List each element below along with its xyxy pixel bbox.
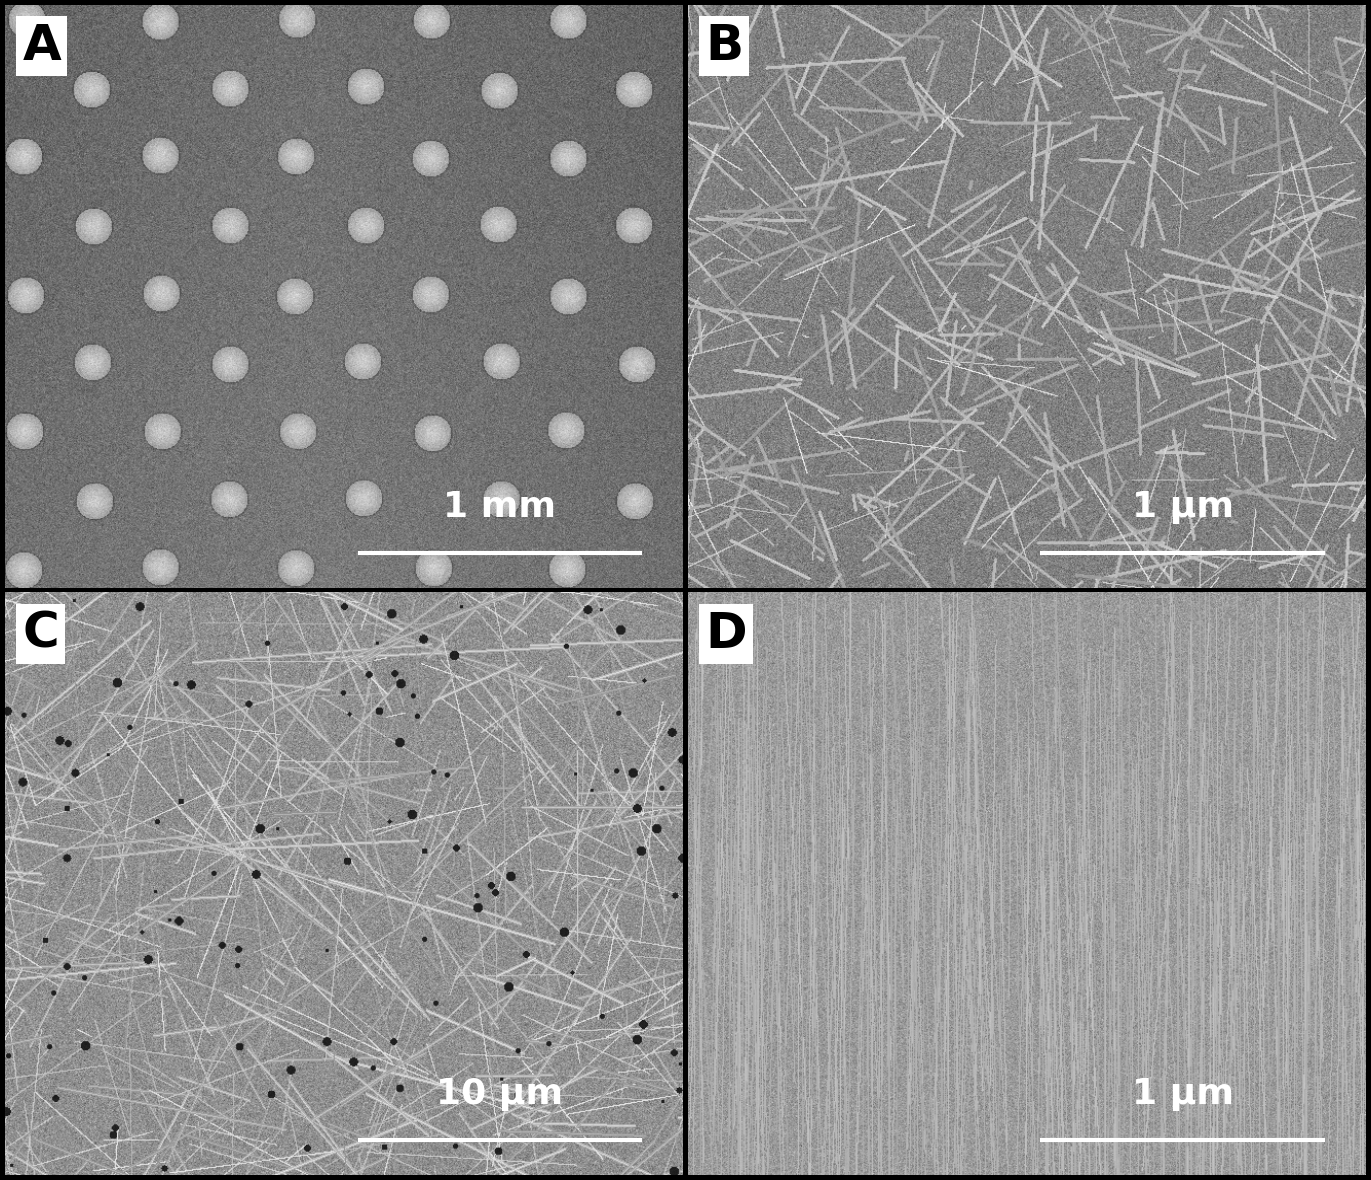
Text: B: B xyxy=(705,22,743,70)
Text: A: A xyxy=(22,22,62,70)
Text: 1 μm: 1 μm xyxy=(1131,490,1234,524)
Text: 10 μm: 10 μm xyxy=(436,1077,563,1112)
Text: 1 mm: 1 mm xyxy=(443,490,557,524)
Text: 1 μm: 1 μm xyxy=(1131,1077,1234,1112)
Text: C: C xyxy=(22,610,59,657)
Text: D: D xyxy=(705,610,747,657)
